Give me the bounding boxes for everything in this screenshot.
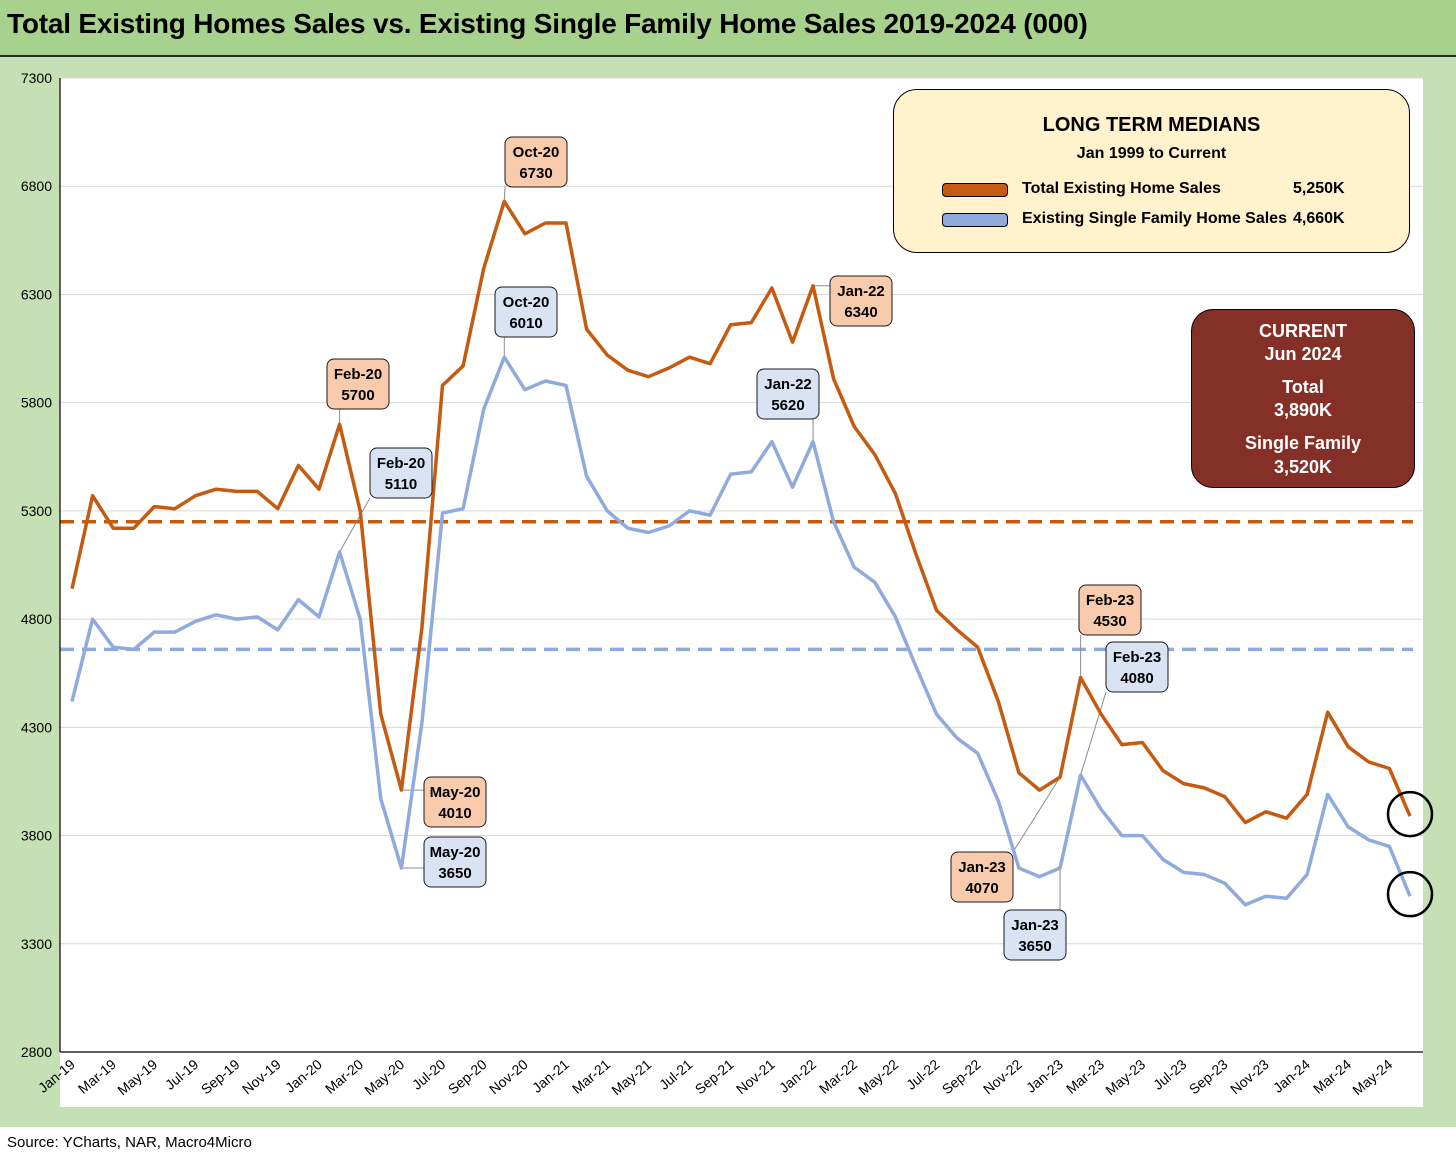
data-label-box <box>756 368 820 420</box>
current-title: CURRENT <box>1259 321 1347 341</box>
data-label-box <box>1105 641 1169 693</box>
legend-swatch-single-family <box>942 213 1008 227</box>
data-label-value: 6340 <box>844 304 877 321</box>
leader-line <box>503 186 506 202</box>
data-label-box <box>1003 909 1067 961</box>
y-tick-label: 4800 <box>21 611 52 627</box>
data-label-box <box>369 447 433 499</box>
legend-label-single-family: Existing Single Family Home Sales <box>1022 210 1287 227</box>
leader-line <box>339 497 371 553</box>
current-date: Jun 2024 <box>1264 344 1342 364</box>
legend-swatch-total <box>942 183 1008 197</box>
data-label-box <box>423 836 487 888</box>
legend-box: LONG TERM MEDIANS Jan 1999 to Current To… <box>893 89 1410 253</box>
data-label-value: 6730 <box>519 165 552 182</box>
data-label-value: 3650 <box>1018 938 1051 955</box>
data-label-value: 4530 <box>1093 613 1126 630</box>
data-label-box <box>1078 584 1142 636</box>
data-label-box <box>829 275 893 327</box>
data-label-month: Feb-20 <box>377 455 425 472</box>
data-label-box <box>950 851 1014 903</box>
data-label-month: Jan-23 <box>958 859 1006 876</box>
data-label-value: 4010 <box>438 805 471 822</box>
y-tick-label: 2800 <box>21 1044 52 1060</box>
data-label-value: 3650 <box>438 865 471 882</box>
leader-line <box>1080 691 1107 776</box>
data-label-month: Feb-20 <box>334 366 382 383</box>
legend-title: LONG TERM MEDIANS <box>1042 114 1261 136</box>
legend-value-total: 5,250K <box>1293 180 1345 197</box>
data-label-value: 4070 <box>965 880 998 897</box>
y-tick-label: 3800 <box>21 828 52 844</box>
data-label-month: Oct-20 <box>513 144 560 161</box>
current-total-label: Total <box>1282 377 1324 397</box>
data-label-month: Jan-22 <box>837 283 885 300</box>
y-tick-label: 5300 <box>21 503 52 519</box>
current-circle-total <box>1386 790 1434 838</box>
y-tick-label: 5800 <box>21 395 52 411</box>
legend-subtitle: Jan 1999 to Current <box>1076 145 1227 162</box>
legend-label-total: Total Existing Home Sales <box>1022 180 1221 197</box>
series-line-single-family <box>70 355 1412 907</box>
y-tick-label: 6300 <box>21 286 52 302</box>
data-label-value: 5620 <box>771 397 804 414</box>
series-line-total <box>70 199 1412 825</box>
data-label-month: Feb-23 <box>1086 592 1134 609</box>
data-label-box <box>504 136 568 188</box>
current-total-value: 3,890K <box>1273 400 1333 420</box>
chart-title: Total Existing Homes Sales vs. Existing … <box>7 8 1088 39</box>
y-tick-label: 3300 <box>21 936 52 952</box>
source-text: Source: YCharts, NAR, Macro4Micro <box>7 1134 252 1151</box>
data-label-box <box>423 776 487 828</box>
current-circle-single-family <box>1386 870 1434 918</box>
current-sf-value: 3,520K <box>1273 457 1333 477</box>
data-label-month: May-20 <box>430 784 481 801</box>
y-tick-label: 7300 <box>21 70 52 86</box>
leader-line <box>1012 776 1061 853</box>
data-label-box <box>326 358 390 410</box>
y-tick-label: 6800 <box>21 178 52 194</box>
data-label-month: Feb-23 <box>1113 649 1161 666</box>
title-bar: Total Existing Homes Sales vs. Existing … <box>0 0 1456 57</box>
y-tick-label: 4300 <box>21 719 52 735</box>
data-label-box <box>494 286 558 338</box>
data-label-value: 5110 <box>385 476 418 493</box>
current-box: CURRENT Jun 2024 Total 3,890K Single Fam… <box>1191 309 1415 488</box>
data-label-month: May-20 <box>430 844 481 861</box>
legend-value-single-family: 4,660K <box>1293 210 1345 227</box>
data-label-month: Jan-23 <box>1011 917 1059 934</box>
current-sf-label: Single Family <box>1244 433 1362 453</box>
source-bar: Source: YCharts, NAR, Macro4Micro <box>0 1127 1456 1161</box>
data-label-value: 6010 <box>509 315 542 332</box>
data-label-value: 4080 <box>1120 670 1153 687</box>
data-label-value: 5700 <box>341 387 374 404</box>
data-label-month: Oct-20 <box>503 294 550 311</box>
data-label-month: Jan-22 <box>764 376 812 393</box>
